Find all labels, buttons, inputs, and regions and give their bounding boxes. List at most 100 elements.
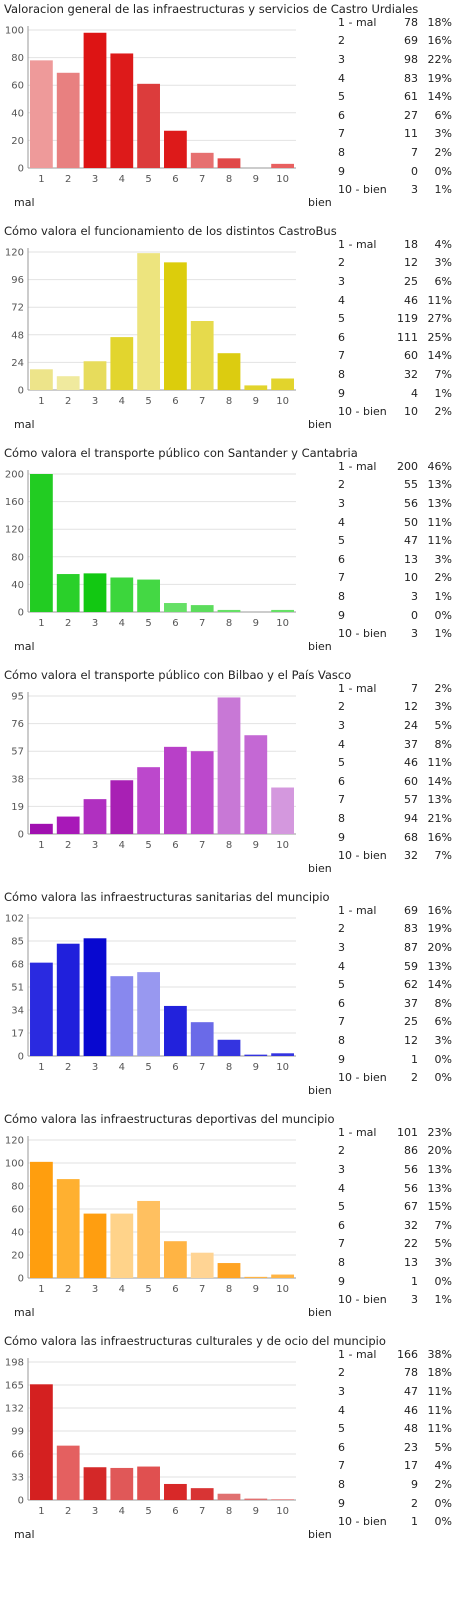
table-row: 1 - mal 200 46% [338,457,452,476]
table-row: 5 61 14% [338,87,452,106]
bar-chart: 0 20 40 60 80 100 1 2 3 4 5 6 7 8 9 10 [5,26,296,185]
rating-label: 8 [338,1033,345,1047]
percent-cell: 18% [427,1366,452,1380]
chart-title: Cómo valora las infraestructuras deporti… [4,1112,335,1126]
x-tick-label: 5 [145,174,151,185]
table-row: 2 55 13% [338,476,452,495]
bar-10 [271,163,294,168]
count-cell: 24 [404,718,418,732]
x-tick-label: 4 [119,840,125,851]
count-cell: 2 [411,1496,418,1510]
rating-label: 7 [338,349,345,363]
rating-label: 5 [338,312,345,326]
rating-label: 5 [338,1200,345,1214]
stats-table: 1 - mal 166 38% 2 78 18% 3 47 11% 4 46 11% 5 48 11% 6 23… [338,1345,452,1531]
count-cell: 1 [411,1515,418,1529]
percent-cell: 16% [427,903,452,917]
table-row: 9 68 16% [338,828,452,847]
bar-4 [110,1213,134,1278]
percent-cell: 2% [434,145,452,159]
bar-10 [271,1274,294,1278]
bar-9 [244,385,268,390]
count-cell: 7 [411,145,418,159]
bar-5 [137,83,160,168]
rating-label: 6 [338,330,345,344]
percent-cell: 0% [434,1496,452,1510]
table-row: 5 48 11% [338,1419,452,1438]
bar-2 [56,574,80,612]
count-cell: 61 [404,90,418,104]
table-row: 10 - bien 32 7% [338,846,452,865]
x-tick-label: 2 [65,174,71,185]
percent-cell: 6% [434,274,452,288]
x-tick-label: 5 [145,1284,151,1295]
count-cell: 46 [404,756,418,770]
rating-label: 4 [338,71,345,85]
y-tick-label: 17 [11,1029,24,1040]
rating-label: 6 [338,552,345,566]
bar-5 [137,1466,160,1500]
table-row: 4 56 13% [338,1179,452,1198]
y-tick-label: 96 [11,275,24,286]
bar-10 [271,378,294,390]
table-row: 6 111 25% [338,328,452,347]
y-tick-label: 33 [11,1473,24,1484]
table-row: 6 32 7% [338,1216,452,1235]
count-cell: 56 [404,1181,418,1195]
y-tick-label: 80 [11,53,24,64]
x-tick-label: 2 [65,840,71,851]
table-row: 1 - mal 18 4% [338,235,452,254]
x-tick-label: 9 [253,1062,259,1073]
rating-label: 9 [338,830,345,844]
x-label-right: bien [308,1306,332,1319]
table-row: 4 46 11% [338,291,452,310]
table-row: 2 78 18% [338,1364,452,1383]
rating-label: 8 [338,811,345,825]
count-cell: 32 [404,367,418,381]
percent-cell: 20% [427,1144,452,1158]
count-cell: 69 [404,34,418,48]
percent-cell: 2% [434,681,452,695]
percent-cell: 0% [434,1052,452,1066]
bar-2 [56,943,80,1056]
x-label-right: bien [308,196,332,209]
rating-label: 5 [338,756,345,770]
x-tick-label: 1 [38,1506,44,1517]
x-tick-label: 7 [199,840,205,851]
table-row: 3 87 20% [338,938,452,957]
count-cell: 1 [411,1052,418,1066]
percent-cell: 2% [434,571,452,585]
table-row: 8 12 3% [338,1031,452,1050]
rating-label: 6 [338,996,345,1010]
rating-label: 6 [338,1440,345,1454]
percent-cell: 0% [434,1071,452,1085]
x-tick-label: 3 [92,1284,98,1295]
percent-cell: 4% [434,237,452,251]
y-tick-label: 0 [18,1496,24,1507]
x-tick-label: 10 [276,1062,289,1073]
x-tick-label: 3 [92,174,98,185]
percent-cell: 13% [427,793,452,807]
count-cell: 3 [411,627,418,641]
count-cell: 13 [404,1255,418,1269]
percent-cell: 38% [427,1347,452,1361]
percent-cell: 7% [434,849,452,863]
bar-4 [110,780,134,834]
count-cell: 47 [404,534,418,548]
table-row: 1 - mal 101 23% [338,1123,452,1142]
table-row: 2 12 3% [338,254,452,273]
count-cell: 101 [397,1125,418,1139]
x-tick-label: 10 [276,840,289,851]
x-tick-label: 10 [276,1284,289,1295]
chart-title: Valoracion general de las infraestructur… [4,2,419,16]
percent-cell: 11% [427,1384,452,1398]
table-row: 4 50 11% [338,513,452,532]
rating-label: 3 [338,274,345,288]
bar-5 [137,767,160,834]
y-tick-label: 38 [11,774,24,785]
bar-chart: 0 19 38 57 76 95 1 2 3 4 5 6 7 8 9 10 [11,692,296,851]
rating-label: 10 - bien [338,183,387,197]
rating-label: 4 [338,515,345,529]
bar-1 [30,823,53,834]
